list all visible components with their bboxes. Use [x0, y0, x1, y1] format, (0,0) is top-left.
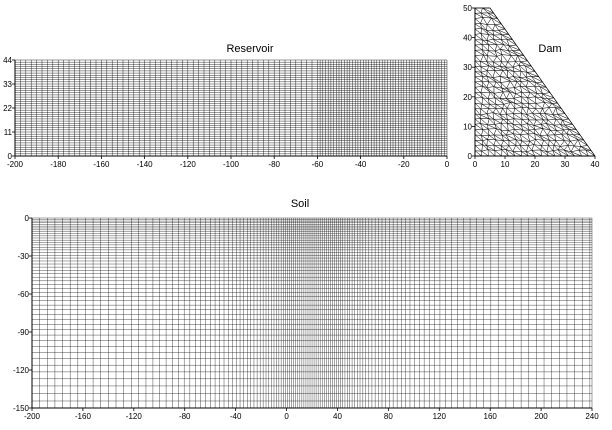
reservoir-x-tick-label: -160	[93, 160, 110, 169]
reservoir-mesh	[14, 59, 448, 157]
reservoir-x-tick-label: -100	[223, 160, 240, 169]
dam-y-tick-label: 50	[463, 4, 472, 13]
soil-x-tick-label: 40	[333, 412, 342, 421]
reservoir-title: Reservoir	[226, 43, 273, 55]
reservoir-x-tick-label: 0	[445, 160, 450, 169]
dam-x-tick-label: 20	[531, 160, 540, 169]
soil-y-tick-label: -30	[17, 252, 29, 261]
soil-x-tick-label: 200	[534, 412, 548, 421]
reservoir-x-tick-label: -140	[137, 160, 154, 169]
dam-mesh	[474, 7, 596, 157]
reservoir-panel: Reservoir -200 -180 -160 -140 -120 -100 -80 -60…	[3, 43, 450, 169]
dam-y-tick-label: 40	[463, 34, 472, 43]
reservoir-y-tick-label: 44	[3, 56, 12, 65]
soil-x-tick-label: 0	[284, 412, 289, 421]
reservoir-y-tick-label: 11	[4, 128, 13, 137]
soil-title: Soil	[291, 198, 309, 210]
reservoir-y-tick-label: 33	[3, 80, 12, 89]
reservoir-axes: -200 -180 -160 -140 -120 -100 -80 -60 -40 -20 0011…	[3, 56, 450, 169]
dam-y-tick-label: 10	[463, 122, 472, 131]
reservoir-x-tick-label: -20	[398, 160, 410, 169]
reservoir-mesh-lines	[14, 59, 448, 157]
soil-panel: Soil -200 -160 -120 -80 -40 0 40 80 120 160 200 240…	[13, 198, 599, 421]
soil-y-tick-label: 0	[25, 214, 30, 223]
reservoir-y-tick-label: 22	[3, 104, 12, 113]
soil-y-tick-label: -150	[13, 404, 30, 413]
dam-x-tick-label: 30	[561, 160, 570, 169]
reservoir-x-tick-label: -200	[7, 160, 24, 169]
dam-y-tick-label: 20	[463, 93, 472, 102]
soil-y-tick-label: -60	[17, 290, 29, 299]
soil-y-tick-label: -90	[17, 328, 29, 337]
soil-x-tick-label: -120	[126, 412, 143, 421]
reservoir-y-tick-label: 0	[8, 152, 13, 161]
soil-y-tick-label: -120	[13, 366, 30, 375]
reservoir-x-tick-label: -80	[268, 160, 280, 169]
dam-x-tick-label: 10	[501, 160, 510, 169]
reservoir-x-tick-label: -180	[50, 160, 67, 169]
dam-x-tick-label: 0	[473, 160, 478, 169]
soil-x-tick-label: 80	[384, 412, 393, 421]
soil-x-tick-label: -80	[179, 412, 191, 421]
soil-axes: -200 -160 -120 -80 -40 0 40 80 120 160 200 240 0 -30 -…	[13, 214, 599, 421]
soil-x-tick-label: -40	[230, 412, 242, 421]
dam-axes: 0 10 20 30 40 0 10 20 30 40 50	[463, 4, 600, 169]
soil-x-tick-label: 240	[585, 412, 599, 421]
dam-y-tick-label: 30	[463, 63, 472, 72]
dam-mesh-triangles	[474, 7, 596, 157]
soil-mesh-lines	[31, 217, 593, 409]
reservoir-x-tick-label: -120	[180, 160, 197, 169]
dam-title: Dam	[538, 43, 561, 55]
dam-panel: Dam 0 10 20 30 40 0 10 20 30 40 50	[463, 4, 600, 169]
reservoir-x-tick-label: -40	[355, 160, 367, 169]
soil-x-tick-label: -160	[75, 412, 92, 421]
soil-x-tick-label: -200	[24, 412, 41, 421]
dam-y-tick-label: 0	[468, 152, 473, 161]
reservoir-x-tick-label: -60	[312, 160, 324, 169]
soil-x-tick-label: 160	[484, 412, 498, 421]
soil-x-tick-label: 120	[433, 412, 447, 421]
soil-mesh	[31, 217, 593, 409]
dam-x-tick-label: 40	[591, 160, 600, 169]
